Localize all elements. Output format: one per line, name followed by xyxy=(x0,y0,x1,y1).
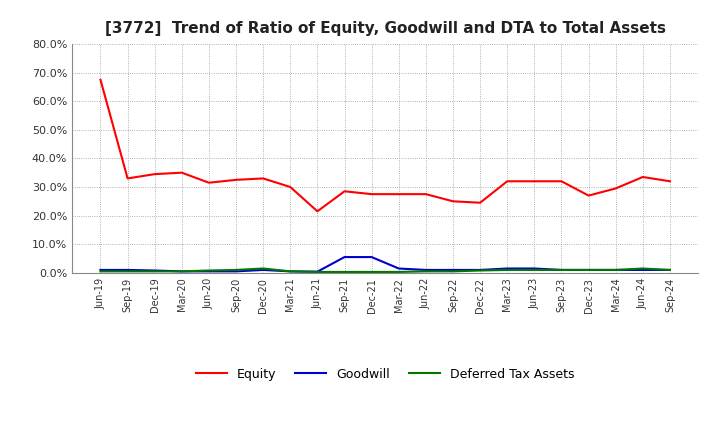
Equity xyxy=(286,184,294,190)
Equity xyxy=(395,191,403,197)
Deferred Tax Assets xyxy=(665,267,674,272)
Equity xyxy=(584,193,593,198)
Equity xyxy=(96,77,105,82)
Deferred Tax Assets xyxy=(639,266,647,271)
Line: Equity: Equity xyxy=(101,80,670,211)
Equity xyxy=(639,174,647,180)
Goodwill xyxy=(341,254,349,260)
Goodwill xyxy=(611,267,620,272)
Deferred Tax Assets xyxy=(557,267,566,272)
Goodwill xyxy=(421,267,430,272)
Equity xyxy=(449,198,457,204)
Equity xyxy=(421,191,430,197)
Equity xyxy=(611,186,620,191)
Goodwill xyxy=(286,269,294,274)
Goodwill xyxy=(178,269,186,274)
Deferred Tax Assets xyxy=(123,269,132,274)
Deferred Tax Assets xyxy=(96,269,105,274)
Goodwill xyxy=(313,269,322,274)
Goodwill xyxy=(96,267,105,272)
Equity xyxy=(476,200,485,205)
Deferred Tax Assets xyxy=(341,269,349,275)
Goodwill xyxy=(503,266,511,271)
Deferred Tax Assets xyxy=(232,267,240,272)
Goodwill xyxy=(584,267,593,272)
Equity xyxy=(150,172,159,177)
Deferred Tax Assets xyxy=(178,269,186,274)
Equity xyxy=(178,170,186,175)
Deferred Tax Assets xyxy=(395,269,403,275)
Deferred Tax Assets xyxy=(449,269,457,274)
Goodwill xyxy=(665,267,674,272)
Goodwill xyxy=(232,269,240,274)
Legend: Equity, Goodwill, Deferred Tax Assets: Equity, Goodwill, Deferred Tax Assets xyxy=(191,363,580,385)
Line: Deferred Tax Assets: Deferred Tax Assets xyxy=(101,268,670,272)
Equity xyxy=(313,209,322,214)
Equity xyxy=(341,189,349,194)
Goodwill xyxy=(639,267,647,272)
Deferred Tax Assets xyxy=(611,267,620,272)
Title: [3772]  Trend of Ratio of Equity, Goodwill and DTA to Total Assets: [3772] Trend of Ratio of Equity, Goodwil… xyxy=(104,21,666,36)
Deferred Tax Assets xyxy=(259,266,268,271)
Goodwill xyxy=(449,267,457,272)
Goodwill xyxy=(123,267,132,272)
Goodwill xyxy=(204,269,213,274)
Deferred Tax Assets xyxy=(204,268,213,273)
Equity xyxy=(557,179,566,184)
Deferred Tax Assets xyxy=(367,269,376,275)
Equity xyxy=(530,179,539,184)
Goodwill xyxy=(395,266,403,271)
Deferred Tax Assets xyxy=(313,269,322,275)
Deferred Tax Assets xyxy=(476,268,485,273)
Equity xyxy=(232,177,240,183)
Deferred Tax Assets xyxy=(150,269,159,274)
Deferred Tax Assets xyxy=(530,267,539,272)
Equity xyxy=(204,180,213,185)
Deferred Tax Assets xyxy=(286,269,294,274)
Deferred Tax Assets xyxy=(584,267,593,272)
Goodwill xyxy=(476,267,485,272)
Goodwill xyxy=(557,267,566,272)
Goodwill xyxy=(259,267,268,272)
Goodwill xyxy=(367,254,376,260)
Equity xyxy=(665,179,674,184)
Equity xyxy=(123,176,132,181)
Equity xyxy=(259,176,268,181)
Deferred Tax Assets xyxy=(503,267,511,272)
Line: Goodwill: Goodwill xyxy=(101,257,670,271)
Equity xyxy=(503,179,511,184)
Deferred Tax Assets xyxy=(421,269,430,274)
Goodwill xyxy=(530,266,539,271)
Equity xyxy=(367,191,376,197)
Goodwill xyxy=(150,268,159,273)
